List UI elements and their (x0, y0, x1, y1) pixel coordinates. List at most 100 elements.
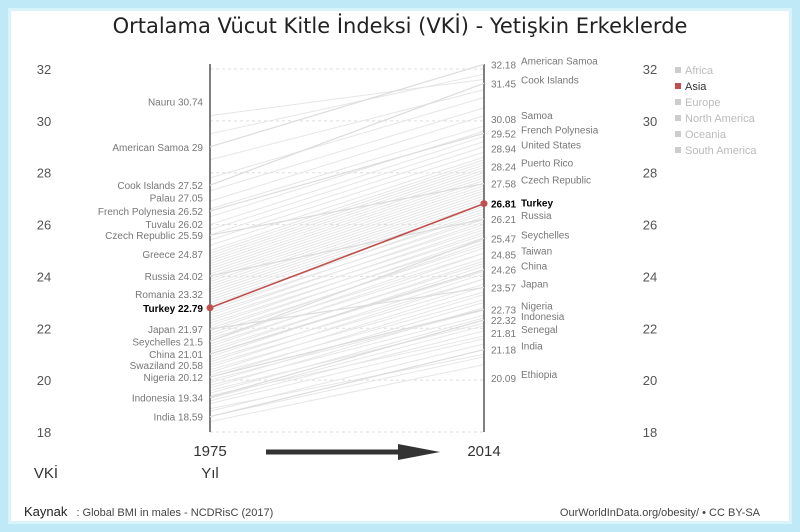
series-line[interactable] (209, 82, 485, 186)
legend-item[interactable]: Europe (685, 97, 720, 109)
legend-item[interactable]: Asia (685, 81, 707, 93)
background-line (209, 182, 485, 275)
label-1975: Tuvalu 26.02 (146, 220, 204, 231)
series-line[interactable] (209, 269, 485, 355)
background-line (209, 167, 485, 259)
label-1975: China 21.01 (149, 350, 203, 361)
background-line (209, 239, 485, 329)
name-2014: Ethiopia (521, 370, 558, 381)
name-2014: French Polynesia (521, 125, 599, 136)
highlight-line[interactable] (209, 202, 485, 309)
name-2014: Senegal (521, 325, 558, 336)
y-tick-right: 20 (643, 373, 657, 388)
name-2014: China (521, 262, 548, 273)
background-line (209, 141, 485, 231)
label-1975: Nigeria 20.12 (144, 373, 204, 384)
y-tick-right: 30 (643, 114, 657, 129)
name-2014: Russia (521, 211, 552, 222)
y-tick-right: 26 (643, 218, 657, 233)
name-2014: Japan (521, 280, 548, 291)
y-tick-left: 28 (37, 166, 51, 181)
series-line[interactable] (209, 132, 485, 212)
series-line[interactable] (209, 286, 485, 330)
background-line (209, 224, 485, 314)
legend-swatch (675, 67, 681, 73)
label-1975: Turkey 22.79 (143, 304, 203, 315)
legend-swatch (675, 131, 681, 137)
value-2014: 27.58 (491, 180, 516, 191)
background-line (209, 338, 485, 404)
legend-item[interactable]: Africa (685, 65, 714, 77)
legend: Africa Asia Europe North America Oceania Sout… (675, 65, 757, 157)
x-label-2014: 2014 (467, 443, 500, 460)
name-2014: Samoa (521, 111, 553, 122)
background-line (209, 203, 485, 296)
background-line (209, 314, 485, 386)
value-2014: 26.81 (491, 200, 516, 211)
highlight-point[interactable] (206, 304, 214, 312)
series-lines (206, 63, 488, 418)
background-line (209, 200, 485, 293)
background-line (209, 229, 485, 319)
background-line (209, 161, 485, 254)
y-axis-left: 18 20 22 24 26 28 30 32 (37, 62, 51, 440)
label-1975: Swaziland 20.58 (130, 361, 204, 372)
background-line (209, 252, 485, 347)
background-line (209, 146, 485, 236)
y-tick-right: 28 (643, 166, 657, 181)
series-line[interactable] (209, 308, 485, 378)
background-line (209, 322, 485, 391)
y-tick-left: 24 (37, 269, 51, 284)
background-line (209, 187, 485, 280)
series-line[interactable] (209, 218, 485, 277)
value-2014: 21.18 (491, 346, 516, 357)
y-tick-right: 22 (643, 321, 657, 336)
name-2014: Indonesia (521, 312, 565, 323)
value-2014: 26.21 (491, 215, 516, 226)
value-2014: 24.85 (491, 250, 516, 261)
series-line[interactable] (209, 319, 485, 398)
background-line (209, 283, 485, 366)
value-2014: 24.26 (491, 266, 516, 277)
background-line (209, 278, 485, 360)
label-1975: Nauru 30.74 (148, 98, 203, 109)
background-line (209, 180, 485, 272)
background-line (209, 78, 485, 117)
series-line[interactable] (209, 348, 485, 418)
background-line (209, 164, 485, 257)
background-line (209, 174, 485, 267)
y-tick-right: 18 (643, 425, 657, 440)
series-line[interactable] (209, 237, 485, 342)
label-1975: Japan 21.97 (148, 325, 203, 336)
legend-item[interactable]: North America (685, 113, 756, 125)
highlight-point[interactable] (480, 200, 488, 208)
background-line (209, 356, 485, 417)
footer-source-label: Kaynak (24, 504, 68, 519)
background-line (209, 192, 485, 285)
chart-title: Ortalama Vücut Kitle İndeksi (VKİ) - Yet… (113, 13, 688, 38)
background-line (209, 169, 485, 262)
series-line[interactable] (209, 183, 485, 236)
label-1975: Indonesia 19.34 (132, 393, 204, 404)
value-2014: 28.24 (491, 162, 516, 173)
name-2014: United States (521, 140, 581, 151)
background-line (209, 218, 485, 309)
legend-swatch (675, 115, 681, 121)
y-tick-left: 20 (37, 373, 51, 388)
y-tick-left: 26 (37, 218, 51, 233)
background-lines (209, 73, 485, 423)
x-axis-title: Yıl (201, 465, 219, 482)
series-line[interactable] (209, 63, 485, 148)
label-1975: Czech Republic 25.59 (105, 231, 203, 242)
y-tick-left: 18 (37, 425, 51, 440)
background-line (209, 299, 485, 376)
background-line (209, 364, 485, 423)
legend-item[interactable]: South America (685, 145, 757, 157)
background-line (209, 286, 485, 373)
background-line (209, 125, 485, 210)
legend-item[interactable]: Oceania (685, 129, 727, 141)
background-line (209, 159, 485, 251)
background-line (209, 172, 485, 264)
background-line (209, 208, 485, 301)
